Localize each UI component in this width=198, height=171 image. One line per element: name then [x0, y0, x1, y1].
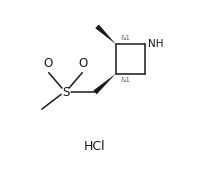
Text: O: O: [43, 57, 52, 70]
Text: &1: &1: [120, 77, 130, 83]
Text: NH: NH: [148, 39, 164, 49]
Polygon shape: [95, 24, 116, 44]
Polygon shape: [93, 74, 116, 94]
Text: &1: &1: [120, 35, 130, 41]
Text: O: O: [79, 57, 88, 70]
Text: S: S: [62, 86, 69, 99]
Text: HCl: HCl: [83, 140, 105, 153]
